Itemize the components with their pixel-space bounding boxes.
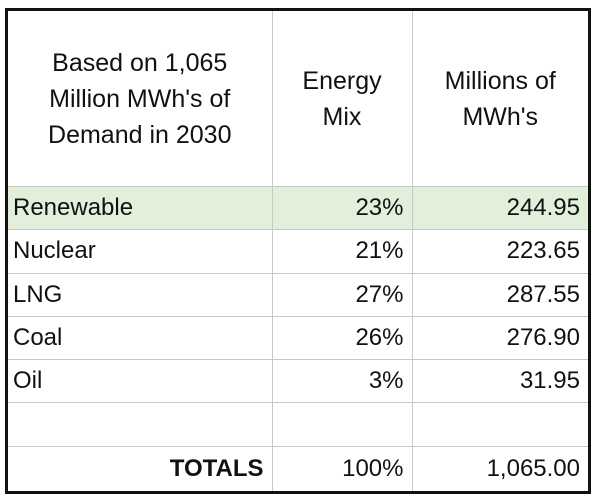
value-cell: 100% [271, 445, 413, 491]
value-cell: 244.95 [411, 186, 588, 231]
header-cell: Energy Mix [271, 11, 413, 188]
empty-row [8, 402, 588, 447]
header-line: Demand in 2030 [48, 120, 232, 149]
empty-cell [411, 402, 588, 447]
value-cell: 287.55 [411, 272, 588, 317]
label-cell: Coal [8, 315, 273, 361]
value-cell: 3% [271, 359, 413, 404]
header-cell: Millions of MWh's [411, 11, 588, 188]
empty-cell [8, 402, 273, 447]
value-cell: 27% [271, 272, 413, 317]
label-cell: Renewable [8, 186, 273, 231]
header-line: Energy [302, 66, 382, 95]
header-row: Based on 1,065 Million MWh's of Demand in … [8, 11, 588, 188]
table-frame: Based on 1,065 Million MWh's of Demand in … [5, 8, 591, 494]
header-line: Million MWh's of [49, 84, 231, 113]
empty-cell [271, 402, 413, 447]
label-cell: TOTALS [8, 445, 273, 491]
header-cell: Based on 1,065 Million MWh's of Demand in … [8, 11, 273, 188]
label-cell: Nuclear [8, 229, 273, 274]
energy-table: Based on 1,065 Million MWh's of Demand in … [8, 11, 588, 491]
header-line: Millions of [444, 66, 556, 95]
value-cell: 21% [271, 229, 413, 274]
data-row: Coal 26% 276.90 [8, 315, 588, 361]
table-body: Based on 1,065 Million MWh's of Demand in … [8, 11, 588, 491]
data-row: Oil 3% 31.95 [8, 359, 588, 404]
value-cell: 26% [271, 315, 413, 361]
data-row: LNG 27% 287.55 [8, 272, 588, 317]
value-cell: 1,065.00 [411, 445, 588, 491]
value-cell: 276.90 [411, 315, 588, 361]
value-cell: 223.65 [411, 229, 588, 274]
label-cell: LNG [8, 272, 273, 317]
value-cell: 31.95 [411, 359, 588, 404]
totals-row: TOTALS 100% 1,065.00 [8, 445, 588, 491]
label-cell: Oil [8, 359, 273, 404]
header-line: Mix [322, 102, 362, 131]
data-row: Nuclear 21% 223.65 [8, 229, 588, 274]
data-row: Renewable 23% 244.95 [8, 186, 588, 231]
header-line: MWh's [462, 102, 539, 131]
value-cell: 23% [271, 186, 413, 231]
header-line: Based on 1,065 [52, 48, 228, 77]
